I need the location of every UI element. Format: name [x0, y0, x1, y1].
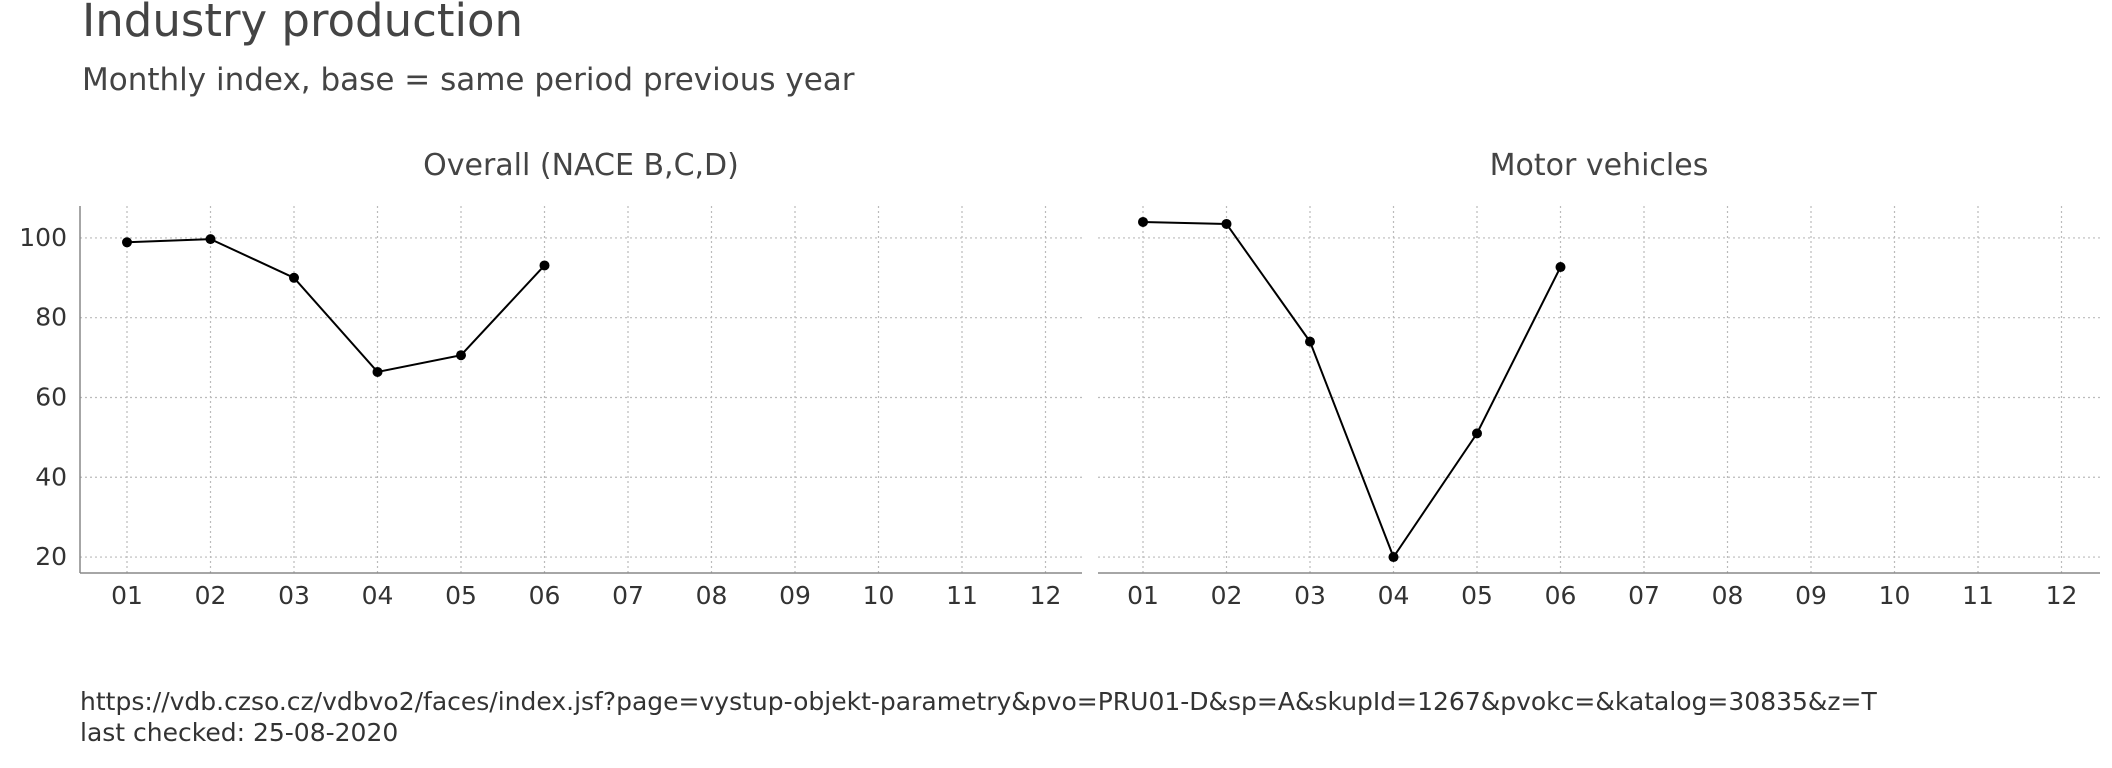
- series-line: [1142, 220, 1562, 560]
- x-tick-label: 04: [1378, 581, 1410, 610]
- x-tick-label: 04: [362, 581, 394, 610]
- panel-title: Overall (NACE B,C,D): [423, 148, 739, 183]
- x-tick-label: 05: [445, 581, 477, 610]
- y-tick-label: 60: [35, 382, 67, 411]
- x-tick-label: 01: [1127, 581, 1159, 610]
- data-point: [539, 260, 550, 271]
- x-tick-label: 06: [1545, 581, 1577, 610]
- y-tick-label: 80: [35, 303, 67, 332]
- x-tick-label: 08: [696, 581, 728, 610]
- chart-subtitle: Monthly index, base = same period previo…: [82, 62, 855, 98]
- x-tick-label: 09: [1795, 581, 1827, 610]
- data-point: [1221, 218, 1232, 229]
- facet-panel-2: Motor vehicles 01 02 03 04 05 06 07 08 09 10 11 12: [1098, 148, 2100, 610]
- data-point: [1388, 552, 1399, 563]
- x-tick-label: 12: [1030, 581, 1062, 610]
- x-tick-label: 09: [779, 581, 811, 610]
- data-point: [456, 350, 466, 361]
- last-checked-date: last checked: 25-08-2020: [80, 718, 399, 747]
- x-tick-label: 02: [195, 581, 227, 610]
- data-point: [122, 237, 132, 248]
- chart-title: Industry production: [82, 0, 524, 47]
- x-tick-label: 12: [2046, 581, 2078, 610]
- y-tick-label: 20: [35, 542, 67, 571]
- x-tick-label: 06: [529, 581, 561, 610]
- data-point: [205, 234, 216, 245]
- data-point: [372, 366, 383, 377]
- y-tick-label: 100: [19, 223, 67, 252]
- x-tick-label: 03: [1294, 581, 1326, 610]
- x-tick-label: 11: [1962, 581, 1994, 610]
- x-tick-label: 10: [863, 581, 895, 610]
- facet-panel-1: Overall (NACE B,C,D) 01 02 03 04 05 06 07 08 09 10…: [19, 148, 1082, 610]
- chart-caption: https://vdb.czso.cz/vdbvo2/faces/index.j…: [80, 686, 1877, 748]
- data-point: [1555, 262, 1566, 273]
- x-tick-label: 07: [1628, 581, 1660, 610]
- x-tick-label: 05: [1461, 581, 1493, 610]
- x-tick-label: 10: [1879, 581, 1911, 610]
- y-tick-label: 40: [35, 462, 67, 491]
- x-tick-label: 03: [278, 581, 310, 610]
- x-tick-label: 02: [1211, 581, 1243, 610]
- x-tick-label: 08: [1712, 581, 1744, 610]
- data-point: [1138, 216, 1148, 227]
- data-point: [1472, 428, 1482, 439]
- source-url: https://vdb.czso.cz/vdbvo2/faces/index.j…: [80, 687, 1877, 716]
- panel-title: Motor vehicles: [1490, 148, 1709, 183]
- x-tick-label: 01: [111, 581, 143, 610]
- x-tick-label: 07: [612, 581, 644, 610]
- series-line: [126, 238, 546, 374]
- data-point: [1305, 336, 1315, 347]
- data-point: [289, 272, 299, 283]
- x-tick-label: 11: [946, 581, 978, 610]
